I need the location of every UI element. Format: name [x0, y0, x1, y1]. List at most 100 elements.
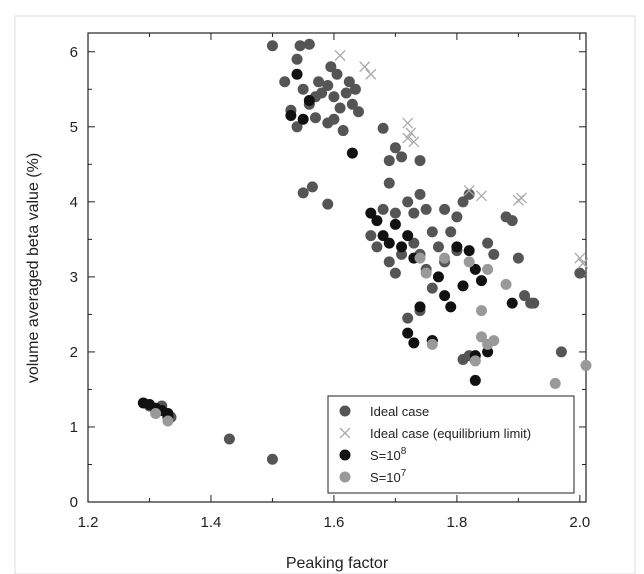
point-s-1e7 [439, 252, 451, 264]
point-s-1e7 [549, 377, 561, 389]
point-ideal-case [297, 187, 309, 199]
point-ideal-case [445, 226, 457, 238]
y-tick-label: 1 [70, 419, 78, 436]
point-ideal-case [426, 226, 438, 238]
point-ideal-case [396, 151, 408, 163]
point-s-1e8 [469, 263, 481, 275]
legend: Ideal case Ideal case (equilibrium limit)… [327, 395, 575, 494]
point-ideal-case [377, 203, 389, 215]
x-tick-label: 1.4 [201, 514, 222, 531]
point-ideal-case [322, 80, 334, 92]
point-ideal-case [512, 252, 524, 264]
point-s-1e8 [285, 110, 297, 122]
point-s-1e7 [426, 338, 438, 350]
point-ideal-case [328, 113, 340, 125]
y-axis-title: volume averaged beta value (%) [25, 153, 42, 383]
point-s-1e7 [150, 407, 162, 419]
point-s-1e8 [371, 215, 383, 227]
point-ideal-case [303, 38, 315, 50]
point-ideal-case [519, 290, 531, 302]
x-tick-label: 1.2 [78, 514, 99, 531]
point-equilibrium-limit [359, 61, 371, 73]
point-equilibrium-limit [476, 190, 487, 202]
point-ideal-case [294, 40, 306, 52]
point-ideal-case [383, 256, 395, 268]
point-ideal-case [346, 98, 358, 110]
point-ideal-case [420, 203, 432, 215]
point-s-1e8 [475, 275, 487, 287]
point-ideal-case [279, 76, 291, 88]
point-ideal-case [408, 237, 420, 249]
point-ideal-case [383, 155, 395, 167]
point-s-1e8 [383, 237, 395, 249]
point-ideal-case [377, 122, 389, 134]
legend-marker-circle [339, 405, 351, 417]
point-s-1e8 [389, 218, 401, 230]
point-s-1e8 [506, 297, 518, 309]
data-points [137, 38, 592, 465]
point-ideal-case [555, 346, 567, 358]
figure-border [14, 15, 636, 574]
point-s-1e8 [291, 68, 303, 80]
point-s-1e7 [162, 415, 174, 427]
legend-label: S=107 [370, 468, 407, 485]
point-ideal-case [309, 112, 321, 124]
x-tick-label: 2.0 [569, 514, 590, 531]
point-ideal-case [266, 453, 278, 465]
point-s-1e8 [377, 230, 389, 242]
point-s-1e7 [469, 355, 481, 367]
legend-box [327, 395, 575, 494]
point-ideal-case [389, 267, 401, 279]
point-ideal-case [313, 76, 325, 88]
point-ideal-case [291, 53, 303, 65]
point-s-1e7 [463, 256, 475, 268]
point-ideal-case [331, 68, 343, 80]
plot-area-frame [87, 32, 587, 503]
point-equilibrium-limit [515, 192, 527, 204]
point-ideal-case [402, 312, 414, 324]
point-s-1e7 [475, 331, 487, 343]
legend-marker-circle [339, 449, 351, 461]
point-equilibrium-limit [577, 257, 589, 269]
point-ideal-case [574, 267, 586, 279]
point-s-1e8 [469, 374, 481, 386]
point-s-1e8 [402, 327, 414, 339]
point-ideal-case [328, 91, 340, 103]
point-ideal-case [408, 207, 420, 219]
y-tick-label: 0 [70, 494, 78, 511]
point-ideal-case [506, 215, 518, 227]
point-equilibrium-limit [408, 136, 420, 148]
point-ideal-case [426, 282, 438, 294]
point-ideal-case [383, 177, 395, 189]
point-ideal-case [353, 106, 365, 118]
legend-label: S=108 [370, 446, 407, 463]
y-tick-label: 2 [70, 344, 78, 361]
point-ideal-case [451, 211, 463, 223]
point-ideal-case [343, 76, 355, 88]
point-ideal-case [389, 207, 401, 219]
point-ideal-case [223, 433, 235, 445]
point-ideal-case [322, 198, 334, 210]
point-ideal-case [297, 83, 309, 95]
point-ideal-case [482, 237, 494, 249]
point-ideal-case [291, 121, 303, 133]
point-s-1e7 [482, 263, 494, 275]
y-tick-label: 5 [70, 119, 78, 136]
point-s-1e7 [420, 267, 432, 279]
point-equilibrium-limit [463, 185, 475, 197]
point-s-1e8 [432, 271, 444, 283]
y-tick-label: 3 [70, 269, 78, 286]
point-s-1e7 [414, 252, 426, 264]
point-ideal-case [463, 188, 475, 200]
point-ideal-case [457, 196, 469, 208]
point-s-1e8 [457, 280, 469, 292]
point-s-1e8 [439, 290, 451, 302]
point-ideal-case [266, 40, 278, 52]
x-axis-title: Peaking factor [286, 555, 389, 572]
point-ideal-case [340, 87, 352, 99]
point-ideal-case [325, 61, 337, 73]
point-s-1e8 [402, 230, 414, 242]
point-ideal-case [439, 203, 451, 215]
point-equilibrium-limit [402, 132, 414, 144]
